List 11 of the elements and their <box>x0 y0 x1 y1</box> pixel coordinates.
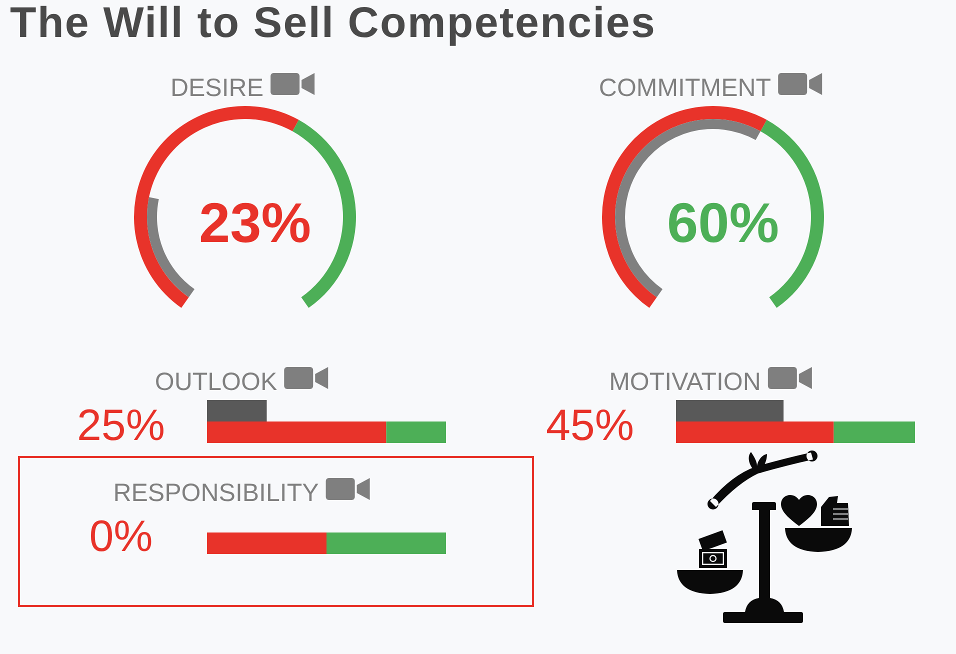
text: The Will to Sell Competencies <box>10 0 656 47</box>
chart-title: RESPONSIBILITY <box>113 479 320 507</box>
chart-title: DESIRE <box>170 74 264 102</box>
chart-title: COMMITMENT <box>598 74 772 102</box>
data-label: 23% <box>198 191 312 254</box>
chart-title: OUTLOOK <box>154 368 278 396</box>
chart-title: MOTIVATION <box>609 368 761 396</box>
data-label: 45% <box>546 401 634 450</box>
text: 0% <box>89 512 153 561</box>
data-label: 25% <box>76 401 166 450</box>
data-label: 60% <box>666 191 780 254</box>
